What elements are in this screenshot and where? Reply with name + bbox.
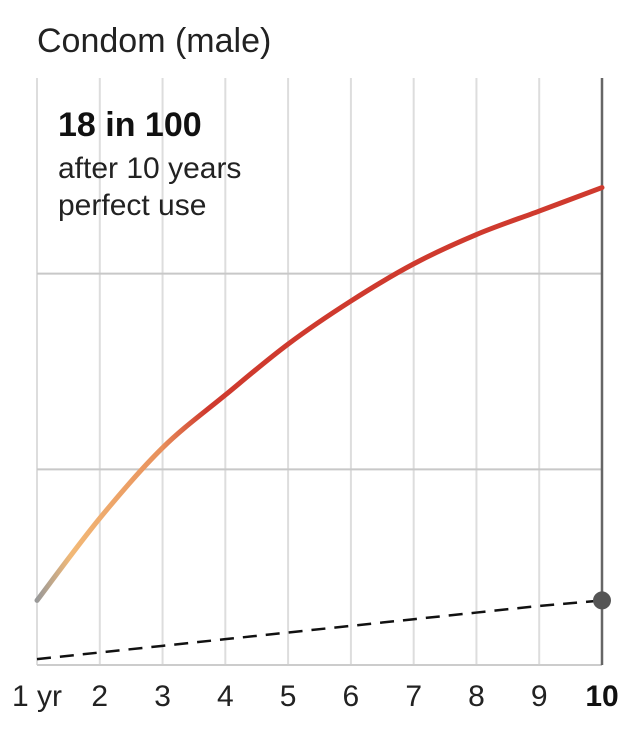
series-dashed-line — [36, 599, 603, 661]
annotation-line-1: after 10 years — [58, 152, 241, 185]
vertical-gridlines — [36, 78, 541, 665]
chart-title: Condom (male) — [37, 22, 271, 60]
x-tick-label-5: 5 — [280, 680, 297, 713]
x-tick-label-3: 3 — [154, 680, 171, 713]
x-tick-label-8: 8 — [468, 680, 485, 713]
x-tick-label-9: 9 — [531, 680, 548, 713]
series-perfect-use-curve — [34, 185, 605, 603]
horizontal-gridlines — [37, 272, 602, 471]
annotation: 18 in 100 after 10 years perfect use — [58, 106, 241, 222]
x-tick-label-2: 2 — [91, 680, 108, 713]
annotation-line-2: perfect use — [58, 189, 206, 222]
x-tick-label-7: 7 — [405, 680, 422, 713]
x-tick-label-10: 10 — [585, 680, 618, 713]
annotation-headline: 18 in 100 — [58, 106, 202, 144]
x-tick-label-6: 6 — [343, 680, 360, 713]
x-tick-label-1: 1 yr — [12, 680, 62, 713]
x-tick-labels: 1 yr 2 3 4 5 6 7 8 9 10 — [12, 680, 619, 713]
endpoint-marker — [593, 591, 611, 610]
x-tick-label-4: 4 — [217, 680, 234, 713]
